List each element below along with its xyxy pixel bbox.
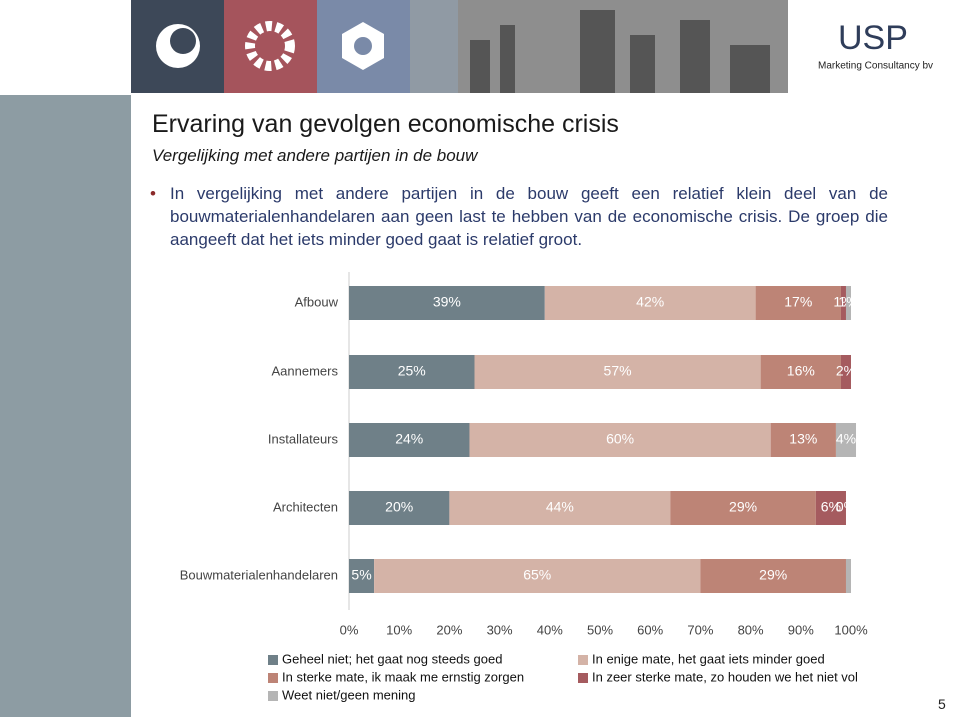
value-label: 17%: [784, 294, 812, 310]
legend-label: In enige mate, het gaat iets minder goed: [592, 651, 825, 666]
value-label: 42%: [636, 294, 664, 310]
bar-segment: [670, 491, 816, 525]
value-label: 5%: [351, 567, 371, 583]
bar-segment: [770, 423, 836, 457]
bar-segment: [845, 559, 851, 593]
value-label: 24%: [395, 431, 423, 447]
bar-segment: [755, 286, 841, 320]
bar-segment: [349, 355, 475, 389]
title: Ervaring van gevolgen economische crisis: [152, 110, 619, 138]
side-band: [0, 95, 131, 717]
bar-segment: [349, 286, 545, 320]
legend-swatch: [268, 691, 278, 701]
bar-segment: [845, 286, 851, 320]
bar-segment: [349, 559, 375, 593]
bar-segment: [840, 355, 851, 389]
legend-label: Weet niet/geen mening: [282, 687, 415, 702]
photo-buildings: [470, 10, 770, 93]
value-label: 29%: [759, 567, 787, 583]
bar-segment: [835, 423, 857, 457]
value-label: 60%: [606, 431, 634, 447]
bar-segment: [374, 559, 701, 593]
value-label: 4%: [836, 431, 856, 447]
subtitle: Vergelijking met andere partijen in de b…: [152, 146, 478, 165]
value-label: 25%: [398, 363, 426, 379]
value-label: 65%: [523, 567, 551, 583]
x-tick-label: 70%: [687, 622, 713, 637]
value-label: 13%: [789, 431, 817, 447]
bar-segment: [815, 491, 846, 525]
category-label: Installateurs: [268, 431, 339, 446]
page-number: 5: [938, 696, 946, 712]
x-tick-label: 50%: [587, 622, 613, 637]
value-label: 20%: [385, 499, 413, 515]
bar-segment: [474, 355, 761, 389]
value-label: 1%: [838, 294, 858, 310]
bar-segment: [349, 491, 450, 525]
bar-segment: [840, 286, 846, 320]
bar-segment: [544, 286, 756, 320]
icon: [170, 28, 196, 54]
icon: [354, 37, 372, 55]
bar-segment: [449, 491, 671, 525]
legend-swatch: [578, 673, 588, 683]
value-label: 57%: [604, 363, 632, 379]
bar-segment: [700, 559, 846, 593]
icon: [245, 21, 295, 71]
value-label: 6%: [821, 499, 841, 515]
legend-swatch: [268, 655, 278, 665]
value-label: 2%: [836, 363, 856, 379]
value-label: 16%: [787, 363, 815, 379]
x-tick-label: 60%: [637, 622, 663, 637]
value-label: 29%: [729, 499, 757, 515]
x-tick-label: 30%: [487, 622, 513, 637]
x-tick-label: 10%: [386, 622, 412, 637]
bullet-dot: •: [150, 184, 156, 203]
value-label: 0%: [836, 499, 856, 515]
x-tick-label: 40%: [537, 622, 563, 637]
tile: [410, 0, 458, 93]
bar-segment: [469, 423, 771, 457]
tile: [224, 0, 317, 93]
category-label: Aannemers: [272, 363, 339, 378]
x-tick-label: 20%: [436, 622, 462, 637]
category-label: Afbouw: [295, 294, 339, 309]
legend-label: In sterke mate, ik maak me ernstig zorge…: [282, 669, 524, 684]
value-label: 39%: [433, 294, 461, 310]
legend-swatch: [268, 673, 278, 683]
category-label: Architecten: [273, 499, 338, 514]
bullet-text: In vergelijking met andere partijen in d…: [170, 184, 888, 249]
x-tick-label: 0%: [340, 622, 359, 637]
logo-tagline: Marketing Consultancy bv: [818, 61, 933, 72]
bar-segment: [760, 355, 841, 389]
x-tick-label: 90%: [788, 622, 814, 637]
value-label: 44%: [546, 499, 574, 515]
category-label: Bouwmaterialenhandelaren: [180, 567, 338, 582]
bar-segment: [349, 423, 470, 457]
x-tick-label: 80%: [738, 622, 764, 637]
logo: USP: [838, 19, 908, 57]
legend-swatch: [578, 655, 588, 665]
legend-label: Geheel niet; het gaat nog steeds goed: [282, 651, 502, 666]
x-tick-label: 100%: [834, 622, 868, 637]
legend-label: In zeer sterke mate, zo houden we het ni…: [592, 669, 858, 684]
